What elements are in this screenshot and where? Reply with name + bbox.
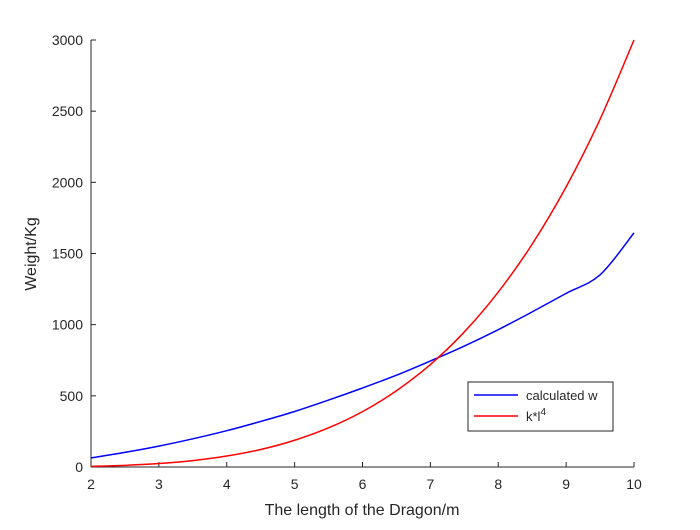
y-tick-label: 1500 [52,246,83,262]
x-tick-label: 7 [426,476,434,492]
series-line-calculated-w [90,232,635,459]
series-line-k-l [90,39,635,468]
x-tick-label: 6 [359,476,367,492]
series-lines [90,39,635,468]
axes: 2 3 4 5 6 7 8 9 10 0 500 1000 1500 2000 2500 3000 [52,32,642,492]
y-tick-label: 1000 [52,317,83,333]
x-tick-label: 3 [155,476,163,492]
legend-label-k-l4-exponent: 4 [540,407,546,418]
legend-label-k-l4: k*l4 [526,407,546,424]
legend: calculated w k*l4 [467,381,614,432]
x-tick-label: 8 [494,476,502,492]
legend-box [467,381,614,432]
x-tick-label: 2 [87,476,95,492]
y-axis-label: Weight/Kg [23,217,40,291]
x-tick-label: 4 [223,476,231,492]
x-axis-label: The length of the Dragon/m [265,502,460,519]
legend-label-calculated-w: calculated w [526,388,598,403]
x-tick-label: 10 [626,476,642,492]
x-tick-label: 9 [562,476,570,492]
legend-label-k-l4-base: k*l [526,409,541,424]
y-tick-label: 3000 [52,32,83,48]
y-tick-label: 0 [75,459,83,475]
y-tick-label: 2500 [52,103,83,119]
y-tick-label: 500 [60,388,84,404]
x-tick-label: 5 [291,476,299,492]
y-tick-label: 2000 [52,174,83,190]
